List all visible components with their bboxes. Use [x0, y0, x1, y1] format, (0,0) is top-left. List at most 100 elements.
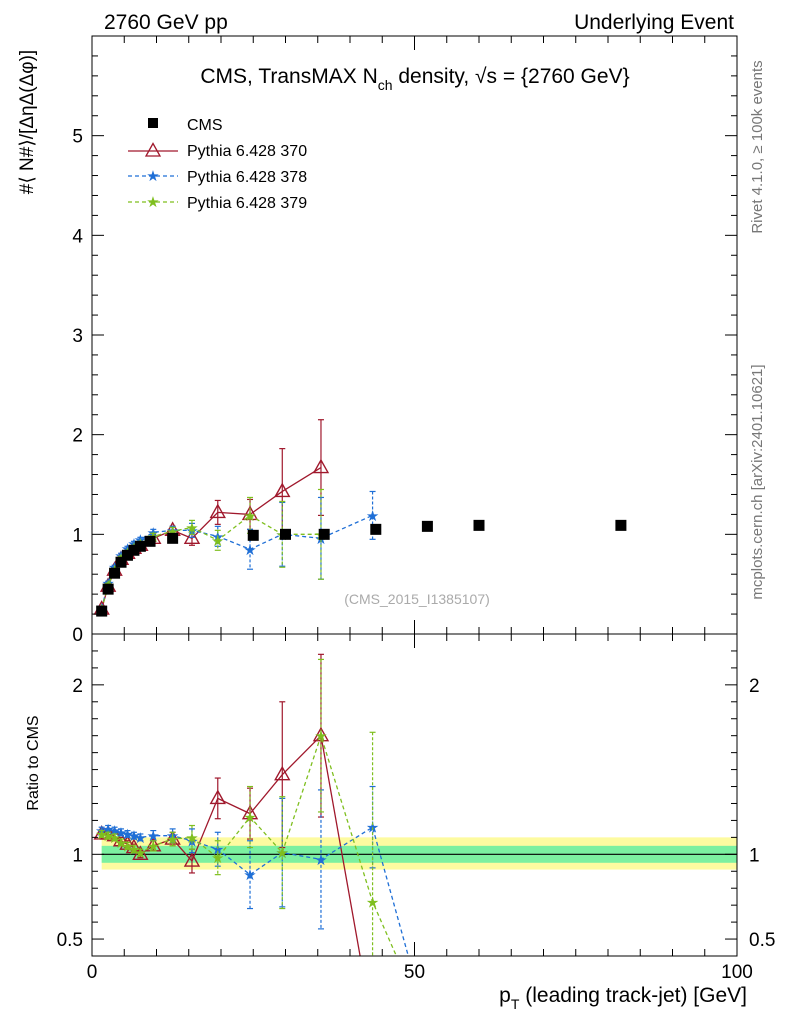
title-part-3: density,	[393, 65, 475, 88]
main-cms-point	[167, 532, 179, 544]
ratio-panel: ★★★★★★★★★★★★★★★★★★★★★★★★★★★★★★ 0.50.5112…	[25, 633, 775, 1012]
x-label-rest: (leading track-jet) [GeV]	[519, 984, 747, 1007]
main-p378-point: ★	[243, 541, 256, 559]
ratio-p378-point: ★	[108, 822, 121, 840]
legend-p370-label: Pythia 6.428 370	[187, 143, 307, 160]
main-cms-point	[247, 529, 259, 541]
main-cms-point	[134, 540, 146, 552]
ratio-p379-point: ★	[211, 849, 224, 867]
ratio-y-tick-label-right: 2	[749, 676, 760, 697]
ratio-p378-point: ★	[147, 827, 160, 845]
ratio-p370-point	[209, 789, 226, 805]
main-cms-point	[318, 528, 330, 540]
x-tick-label: 50	[404, 962, 425, 983]
ratio-p379-point: ★	[101, 827, 114, 845]
legend-p378-label: Pythia 6.428 378	[187, 169, 307, 186]
main-p379-point: ★	[211, 532, 224, 550]
legend-p379-marker: ★	[146, 193, 159, 211]
ratio-p379-point: ★	[243, 809, 256, 827]
ratio-p379-point: ★	[127, 841, 140, 859]
mcplots-label: mcplots.cern.ch [arXiv:2401.10621]	[749, 364, 766, 599]
main-cms-point	[115, 556, 127, 568]
ratio-p379-point: ★	[366, 893, 379, 911]
ratio-p379-point: ★	[95, 825, 108, 843]
ratio-p379-point: ★	[134, 844, 147, 862]
ratio-p379-point: ★	[185, 829, 198, 847]
ratio-p379-point: ★	[147, 837, 160, 855]
ratio-p379-point: ★	[114, 834, 127, 852]
ratio-p378-line	[101, 826, 409, 956]
main-p370-point	[312, 458, 330, 474]
title-subscript: ch	[378, 77, 393, 93]
main-cms-point	[128, 544, 140, 556]
ratio-p378-point: ★	[121, 825, 134, 843]
main-p370-point	[274, 482, 291, 498]
legend: CMS Pythia 6.428 370 ★ Pythia 6.428 378 …	[128, 117, 307, 212]
ratio-y-tick-label-right: 0.5	[749, 930, 775, 951]
main-cms-point	[102, 583, 114, 595]
x-axis-label: pT (leading track-jet) [GeV]	[499, 984, 747, 1012]
main-p370-point	[209, 503, 226, 519]
legend-cms-label: CMS	[187, 117, 223, 134]
ratio-p370-point	[183, 852, 201, 867]
main-p378-point: ★	[366, 507, 379, 525]
ratio-y-tick-label-right: 1	[749, 845, 760, 866]
ratio-p378-point: ★	[243, 866, 256, 884]
main-cms-point	[144, 535, 156, 547]
ratio-p379-point: ★	[121, 837, 134, 855]
x-label-sub: T	[511, 996, 520, 1012]
legend-p370-marker	[144, 142, 162, 157]
rivet-label: Rivet 4.1.0, ≥ 100k events	[749, 60, 766, 233]
main-cms-point	[96, 605, 108, 617]
legend-p379-label: Pythia 6.428 379	[187, 195, 307, 212]
x-label-p: p	[499, 984, 511, 1007]
title-part-1: CMS, TransMAX N	[200, 65, 377, 88]
main-cms-point	[473, 519, 485, 531]
header-left-label: 2760 GeV pp	[104, 11, 228, 34]
main-cms-point	[370, 523, 382, 535]
x-tick-label: 100	[721, 962, 753, 983]
main-p379-point: ★	[185, 519, 198, 537]
main-p379-point: ★	[243, 507, 256, 525]
ratio-p379-point: ★	[108, 829, 121, 847]
main-p370-point	[183, 529, 201, 545]
main-y-axis-label: #⟨ N#⟩/[ΔηΔ(Δφ)]	[17, 50, 38, 194]
legend-cms-marker	[148, 118, 158, 128]
title-sqrt: √s	[475, 65, 497, 88]
ratio-p370-point	[274, 765, 291, 781]
ratio-p379-point: ★	[166, 831, 179, 849]
main-y-tick-label: 2	[72, 426, 83, 447]
ratio-axis-ticks: 0.5 0.5 1 1 2 2 0 50 100	[57, 634, 775, 983]
main-p378-line	[101, 514, 373, 609]
main-y-tick-label: 4	[72, 226, 83, 247]
ratio-y-axis-label: Ratio to CMS	[25, 715, 42, 810]
header-right-label: Underlying Event	[574, 11, 734, 34]
ratio-p378-point: ★	[127, 827, 140, 845]
ratio-frame	[91, 633, 738, 957]
main-y-tick-label: 3	[72, 326, 83, 347]
ratio-p379-point: ★	[314, 727, 327, 745]
ratio-y-tick-label: 0.5	[57, 930, 83, 951]
ratio-p379-point: ★	[276, 844, 289, 862]
main-y-tick-label: 1	[72, 525, 83, 546]
main-cms-point	[615, 519, 627, 531]
main-title: CMS, TransMAX Nch density, √s = {2760 Ge…	[200, 65, 629, 93]
ratio-p378-point: ★	[101, 820, 114, 838]
title-part-5: = {2760 GeV}	[497, 65, 630, 88]
ratio-y-tick-label: 2	[72, 676, 83, 697]
main-y-tick-label: 5	[72, 127, 83, 148]
main-cms-point	[121, 549, 133, 561]
ratio-p378-point: ★	[114, 824, 127, 842]
ratio-p378-point: ★	[134, 829, 147, 847]
ratio-y-tick-label: 1	[72, 845, 83, 866]
legend-p378-marker: ★	[146, 167, 159, 185]
ratio-p378-point: ★	[314, 851, 327, 869]
ratio-p378-point: ★	[166, 827, 179, 845]
main-y-tick-label: 0	[72, 625, 83, 646]
main-cms-point	[421, 520, 433, 532]
x-tick-label: 0	[87, 962, 98, 983]
main-cms-point	[109, 567, 121, 579]
analysis-watermark: (CMS_2015_I1385107)	[344, 591, 490, 607]
